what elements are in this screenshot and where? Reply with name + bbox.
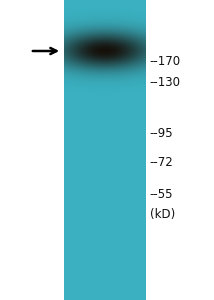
- Text: --130: --130: [150, 76, 181, 89]
- Text: --170: --170: [150, 55, 181, 68]
- Text: --72: --72: [150, 155, 174, 169]
- Text: --95: --95: [150, 127, 173, 140]
- Bar: [64, 0, 146, 300]
- Text: --55: --55: [150, 188, 173, 202]
- Text: (kD): (kD): [150, 208, 175, 221]
